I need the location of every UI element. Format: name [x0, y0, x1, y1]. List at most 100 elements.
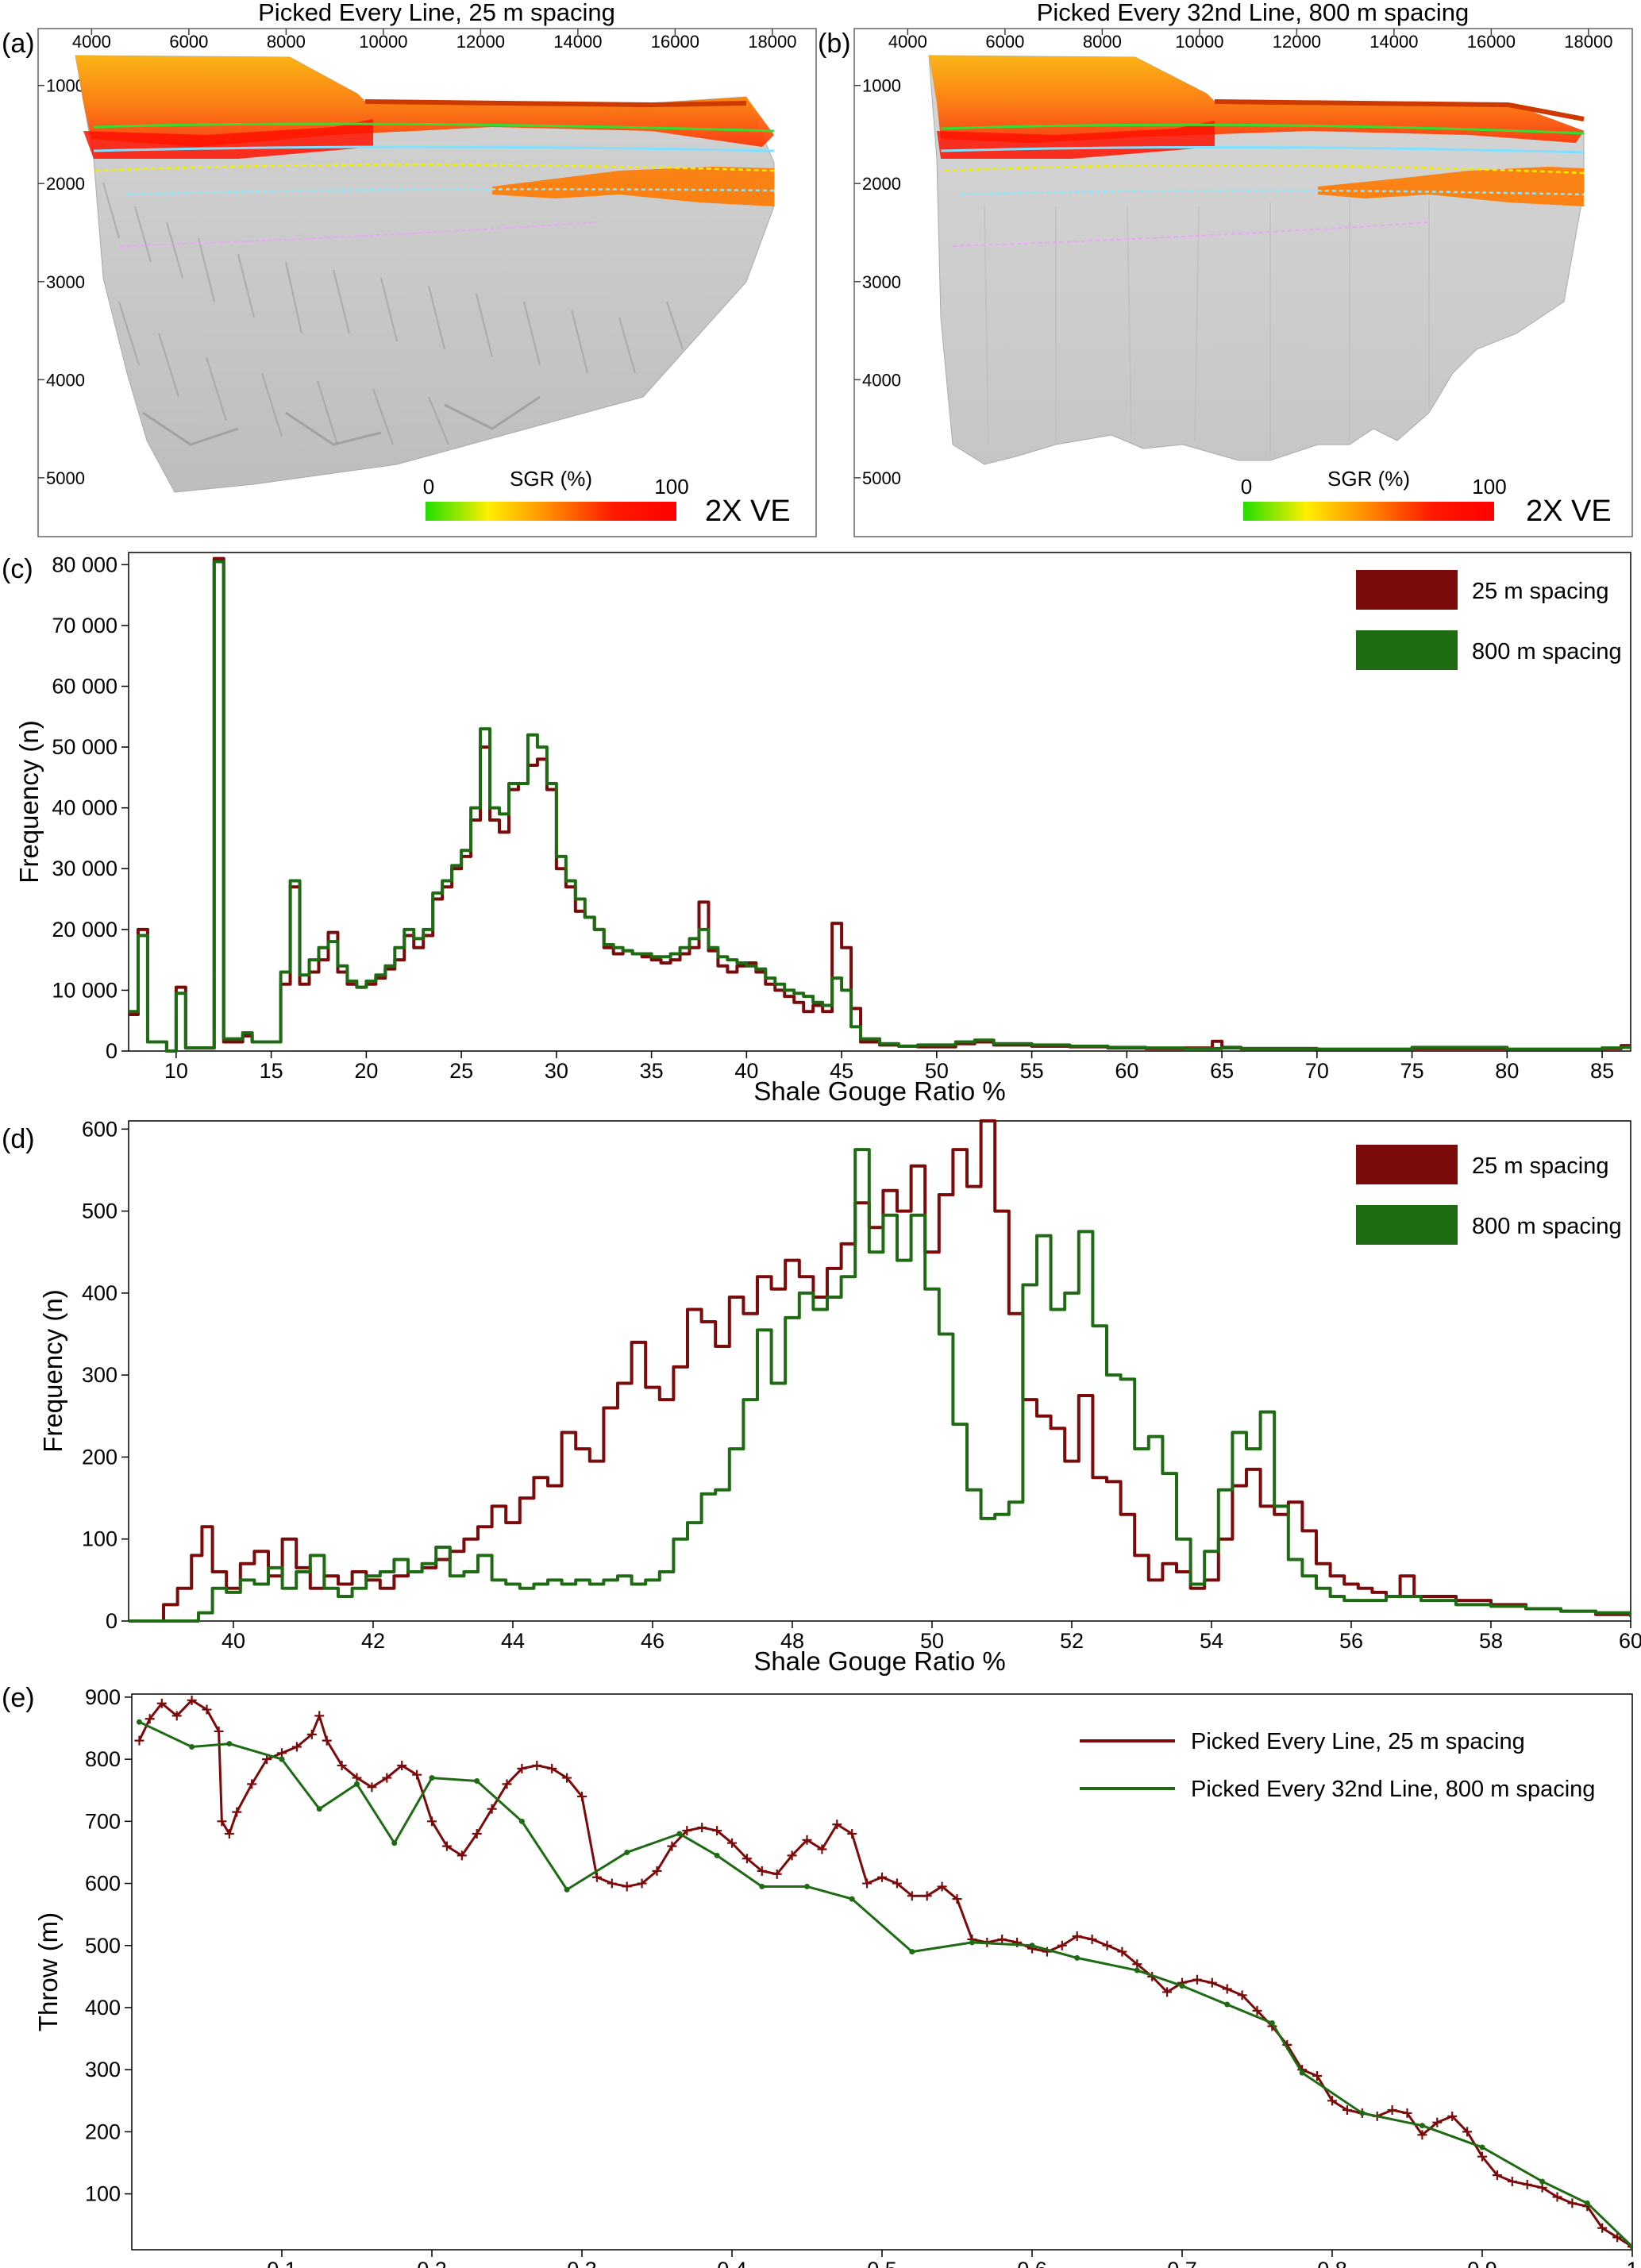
x-tick-label-e-6: 0.7: [1167, 2258, 1197, 2268]
plot-frame-c: [128, 552, 1631, 1052]
point-e-1-11: [624, 1849, 630, 1855]
x-tick-label-e-3: 0.4: [717, 2258, 747, 2268]
point-e-0-20: [382, 1773, 392, 1783]
y-tick-label-d-0: 0: [106, 1609, 117, 1633]
series-line-e-1: [138, 1720, 1632, 2248]
point-e-1-28: [1479, 2144, 1485, 2151]
plot-frame-d: [128, 1120, 1631, 1622]
x-tick-label-c-8: 50: [925, 1059, 949, 1083]
point-e-0-32: [562, 1773, 572, 1783]
y-tick-label-b-2: 3000: [862, 272, 901, 292]
colorbar-b: 0 SGR (%) 100 2X VE: [1241, 467, 1612, 528]
x-tick-label-c-7: 45: [830, 1059, 853, 1083]
point-e-1-5: [354, 1781, 360, 1787]
y-tick-label-e-3: 400: [85, 1996, 121, 2020]
x-tick-label-b-0: 4000: [888, 32, 927, 52]
y-tick-label-e-2: 300: [85, 2058, 121, 2081]
point-e-0-75: [1207, 1977, 1217, 1988]
legend-c: 25 m spacing 800 m spacing: [1356, 570, 1622, 670]
point-e-1-21: [1134, 1967, 1140, 1973]
y-tick-label-e-8: 900: [85, 1685, 121, 1709]
point-e-1-25: [1299, 2070, 1305, 2076]
y-tick-label-c-4: 40 000: [52, 796, 117, 820]
series-group-c: [129, 556, 1631, 1053]
point-e-0-98: [1552, 2192, 1562, 2202]
x-tick-label-c-13: 75: [1400, 1059, 1424, 1083]
panel-b: (b) Picked Every 32nd Line, 800 m spacin…: [818, 0, 1633, 537]
y-tick-label-e-0: 100: [85, 2182, 121, 2206]
point-e-0-28: [502, 1779, 512, 1789]
ve-label-a: 2X VE: [705, 495, 791, 528]
y-tick-label-c-1: 10 000: [52, 978, 117, 1002]
y-tick-label-e-1: 200: [85, 2120, 121, 2143]
x-tick-label-d-5: 50: [920, 1629, 944, 1653]
frame-b: [853, 28, 1633, 537]
point-e-0-95: [1507, 2176, 1517, 2186]
colorbar-max-a: 100: [654, 475, 688, 499]
y-tick-label-a-1: 2000: [46, 174, 85, 194]
x-tick-label-a-1: 6000: [169, 32, 208, 52]
legend-swatch-d-0: [1356, 1145, 1458, 1184]
point-e-0-15: [314, 1711, 325, 1721]
legend-label-d-1: 800 m spacing: [1472, 1214, 1622, 1239]
legend-swatch-c-0: [1356, 570, 1458, 610]
histogram-chart-c: 10 15 20 25 30 35 40 45 50 55 60 65 70 75 80 85 0 10 000 2…: [14, 552, 1631, 1106]
x-tick-label-d-6: 52: [1060, 1629, 1084, 1653]
series-line-c-1: [129, 560, 1631, 1053]
panel-label-e: (e): [2, 1683, 35, 1713]
point-e-1-27: [1419, 2123, 1425, 2129]
legend-d: 25 m spacing 800 m spacing: [1356, 1145, 1622, 1245]
fault-surface-a: [75, 55, 775, 493]
x-tick-label-c-12: 70: [1305, 1059, 1329, 1083]
x-tick-label-c-10: 60: [1115, 1059, 1138, 1083]
point-e-0-44: [742, 1854, 752, 1864]
x-tick-label-e-5: 0.6: [1017, 2258, 1047, 2268]
point-e-0-67: [1087, 1934, 1097, 1944]
x-tick-label-e-1: 0.2: [417, 2258, 447, 2268]
point-e-1-7: [429, 1775, 435, 1781]
point-e-0-77: [1237, 1990, 1247, 2000]
y-tick-label-d-1: 100: [82, 1527, 117, 1551]
colorbar-max-b: 100: [1472, 475, 1506, 499]
x-tick-label-d-0: 40: [221, 1629, 245, 1653]
point-e-1-16: [849, 1896, 855, 1902]
point-e-1-17: [909, 1949, 915, 1955]
legend-swatch-d-1: [1356, 1205, 1458, 1245]
axis-ticks-b: 4000 6000 8000 10000 12000 14000 16000 18000 100…: [854, 29, 1612, 488]
colorbar-gradient-b: [1243, 502, 1494, 521]
point-e-0-82: [1312, 2071, 1323, 2081]
point-e-0-101: [1597, 2223, 1608, 2233]
y-tick-label-d-3: 300: [82, 1363, 117, 1387]
point-e-0-53: [877, 1872, 887, 1882]
point-e-0-89: [1417, 2130, 1427, 2140]
x-tick-label-c-14: 80: [1495, 1059, 1519, 1083]
x-tick-label-c-15: 85: [1590, 1059, 1614, 1083]
point-e-0-43: [727, 1838, 737, 1848]
point-e-0-4: [187, 1695, 197, 1705]
y-tick-label-d-2: 200: [82, 1445, 117, 1469]
x-tick-label-d-8: 56: [1339, 1629, 1363, 1653]
point-e-0-31: [547, 1763, 557, 1773]
point-e-0-19: [367, 1782, 377, 1792]
colorbar-label-a: SGR (%): [510, 467, 592, 491]
x-tick-label-e-0: 0.1: [267, 2258, 297, 2268]
point-e-1-9: [518, 1818, 525, 1824]
x-tick-label-c-11: 65: [1210, 1059, 1234, 1083]
point-e-0-61: [997, 1934, 1007, 1944]
point-e-0-46: [772, 1869, 782, 1879]
point-e-1-26: [1359, 2110, 1366, 2116]
point-e-0-17: [337, 1760, 347, 1770]
point-e-0-25: [456, 1850, 467, 1861]
x-tick-label-b-3: 10000: [1175, 32, 1223, 52]
point-e-1-23: [1224, 2001, 1231, 2008]
legend-swatch-c-1: [1356, 630, 1458, 670]
point-e-0-83: [1327, 2096, 1337, 2106]
point-e-0-70: [1132, 1959, 1142, 1970]
y-tick-label-e-5: 600: [85, 1872, 121, 1896]
panel-e: (e) 0.1 0.2 0.3 0.4 0.5 0.6 0.7 0.8 0.9 1 100 200 30…: [2, 1683, 1639, 2268]
colorbar-min-a: 0: [423, 475, 434, 499]
panel-label-c: (c): [2, 554, 33, 584]
frame-a: [37, 28, 817, 537]
point-e-0-0: [134, 1735, 144, 1746]
